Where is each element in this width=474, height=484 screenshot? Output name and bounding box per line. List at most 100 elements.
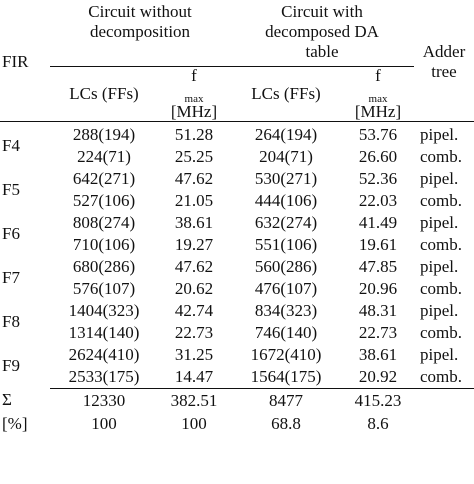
cell-adder: comb. — [420, 323, 463, 342]
cell-adder: pipel. — [420, 125, 459, 144]
header-fmax-b: f max [MHz] — [342, 66, 414, 122]
fir-name: F4 — [2, 136, 20, 155]
header-fmax-a-unit: [MHz] — [170, 102, 218, 121]
header-lcs-b: LCs (FFs) — [230, 66, 342, 122]
total-lc-b: 8477 — [269, 390, 303, 410]
table-body: F4 288(194) 51.28 264(194) 53.76 pipel. 224(71… — [0, 122, 474, 436]
header-fmax-a-main: f — [191, 66, 197, 85]
cell-lcs-b: 834(323) — [254, 301, 318, 320]
total-lc-a: 12330 — [82, 390, 126, 410]
cell-fmax-b: 41.49 — [358, 213, 398, 232]
total-fmax-a: 382.51 — [170, 390, 218, 410]
header-fmax-a-sub: max — [184, 93, 204, 105]
cell-adder: pipel. — [420, 301, 459, 320]
cell-adder: comb. — [414, 366, 474, 389]
cell-adder: pipel. — [420, 169, 459, 188]
cell-fmax-b: 22.73 — [358, 323, 398, 342]
total-label: [%] — [2, 413, 28, 433]
cell-lcs-b: 1672(410) — [250, 345, 322, 364]
cell-adder: comb. — [420, 279, 463, 298]
cell-fmax-a: 42.74 — [174, 301, 214, 320]
cell-fmax-a: 20.62 — [174, 279, 214, 298]
cell-lcs-b: 1564(175) — [230, 366, 342, 389]
cell-lcs-a: 642(271) — [72, 169, 136, 188]
table-row: 224(71) 25.25 204(71) 26.60 comb. — [0, 146, 474, 168]
cell-lcs-a: 808(274) — [72, 213, 136, 232]
total-fmax-b: 415.23 — [354, 390, 402, 410]
fir-comparison-table: FIR Circuit without decomposition Circui… — [0, 2, 474, 435]
header-adder-tree: Adder tree — [414, 2, 474, 122]
table-row: 1314(140) 22.73 746(140) 22.73 comb. — [0, 322, 474, 344]
table-row: F4 288(194) 51.28 264(194) 53.76 pipel. — [0, 124, 474, 155]
header-adder-line2: tree — [431, 61, 457, 81]
cell-fmax-a: 47.62 — [174, 257, 214, 276]
cell-lcs-b: 476(107) — [254, 279, 318, 298]
cell-lcs-b: 530(271) — [254, 169, 318, 188]
cell-lcs-b: 444(106) — [254, 191, 318, 210]
fir-name: F6 — [2, 224, 20, 243]
header-group-a-line1: Circuit without — [88, 2, 192, 21]
table-row: F5 642(271) 47.62 530(271) 52.36 pipel. — [0, 168, 474, 199]
cell-lcs-a: 224(71) — [77, 147, 131, 166]
header-fir: FIR — [0, 2, 50, 122]
cell-fmax-b: 26.60 — [358, 147, 398, 166]
cell-fmax-b: 20.92 — [342, 366, 414, 389]
header-fmax-b-main: f — [375, 66, 381, 85]
cell-fmax-a: 14.47 — [158, 366, 230, 389]
table-row: F7 680(286) 47.62 560(286) 47.85 pipel. — [0, 256, 474, 287]
cell-fmax-a: 47.62 — [174, 169, 214, 188]
cell-lcs-a: 710(106) — [72, 235, 136, 254]
cell-adder: comb. — [420, 191, 463, 210]
header-fmax-b-sub: max — [368, 93, 388, 105]
cell-fmax-a: 38.61 — [174, 213, 214, 232]
cell-fmax-b: 22.03 — [358, 191, 398, 210]
cell-fmax-a: 22.73 — [174, 323, 214, 342]
cell-lcs-a: 1404(323) — [68, 301, 140, 320]
cell-lcs-b: 560(286) — [254, 257, 318, 276]
total-fmax-a: 100 — [181, 413, 207, 433]
table-row: 576(107) 20.62 476(107) 20.96 comb. — [0, 278, 474, 300]
table-row: 527(106) 21.05 444(106) 22.03 comb. — [0, 190, 474, 212]
fir-name: F8 — [2, 312, 20, 331]
table-row: 710(106) 19.27 551(106) 19.61 comb. — [0, 234, 474, 256]
table-row: 2533(175) 14.47 1564(175) 20.92 comb. — [0, 366, 474, 389]
total-adder-empty — [414, 389, 474, 413]
cell-fmax-a: 51.28 — [174, 125, 214, 144]
header-group-b-line2: decomposed DA — [265, 22, 379, 41]
cell-fmax-b: 52.36 — [358, 169, 398, 188]
cell-lcs-b: 204(71) — [259, 147, 313, 166]
cell-fmax-a: 21.05 — [174, 191, 214, 210]
cell-adder: pipel. — [420, 213, 459, 232]
cell-adder: pipel. — [420, 257, 459, 276]
fir-name: F9 — [2, 356, 20, 376]
cell-adder: comb. — [420, 235, 463, 254]
table-row: F8 1404(323) 42.74 834(323) 48.31 pipel. — [0, 300, 474, 331]
cell-fmax-b: 38.61 — [358, 345, 398, 364]
percent-row: [%] 100 100 68.8 8.6 — [0, 412, 474, 435]
cell-lcs-a: 680(286) — [72, 257, 136, 276]
header-group-b-line1: Circuit with — [281, 2, 363, 21]
cell-fmax-b: 20.96 — [358, 279, 398, 298]
cell-lcs-a: 288(194) — [72, 125, 136, 144]
cell-fmax-a: 25.25 — [174, 147, 214, 166]
fir-name: F7 — [2, 268, 20, 287]
cell-fmax-b: 53.76 — [358, 125, 398, 144]
total-lc-a: 100 — [91, 413, 117, 433]
cell-adder: comb. — [420, 147, 463, 166]
cell-adder: pipel. — [420, 345, 459, 364]
total-fmax-b: 8.6 — [367, 413, 389, 433]
header-group-a-line2: decomposition — [89, 22, 191, 41]
header-group-without-decomposition: Circuit without decomposition — [50, 2, 230, 67]
header-lcs-a: LCs (FFs) — [50, 66, 158, 122]
total-label: Σ — [2, 390, 12, 410]
header-group-decomposed-da: Circuit with decomposed DA table — [230, 2, 414, 67]
header-adder-line1: Adder — [422, 41, 466, 61]
cell-lcs-a: 1314(140) — [68, 323, 140, 342]
total-row: Σ 12330 382.51 8477 415.23 — [0, 389, 474, 413]
cell-lcs-a: 576(107) — [72, 279, 136, 298]
cell-lcs-b: 746(140) — [254, 323, 318, 342]
cell-lcs-b: 264(194) — [254, 125, 318, 144]
header-fmax-a: f max [MHz] — [158, 66, 230, 122]
cell-fmax-a: 19.27 — [174, 235, 214, 254]
